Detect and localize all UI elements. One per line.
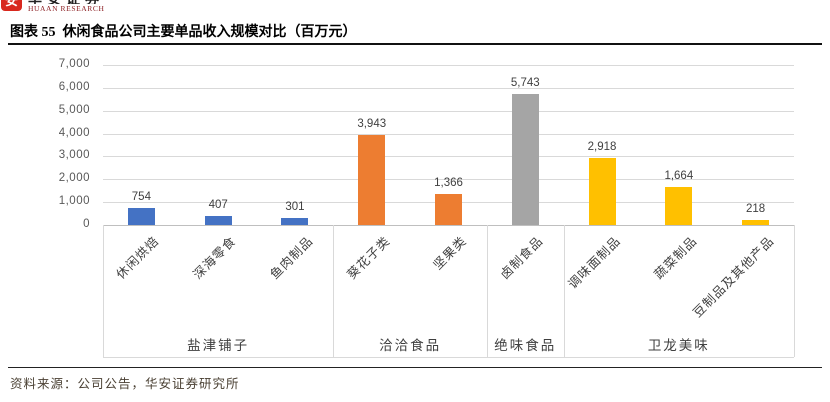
gridline-7000 — [103, 65, 794, 66]
category-label-坚果类: 坚果类 — [430, 233, 470, 273]
category-label-葵花子类: 葵花子类 — [344, 233, 393, 282]
group-label-卫龙美味: 卫龙美味 — [647, 338, 710, 353]
source-note: 资料来源：公司公告，华安证券研究所 — [10, 377, 240, 391]
gridline-6000 — [103, 87, 794, 89]
group-label-盐津铺子: 盐津铺子 — [187, 338, 250, 353]
value-label-豆制品及其他产品: 218 — [746, 203, 766, 215]
y-axis-tick-5000: 5,000 — [58, 103, 90, 116]
y-axis-tick-0: 0 — [83, 218, 90, 230]
x-axis-line — [103, 225, 794, 226]
bar-坚果类 — [435, 194, 462, 225]
category-label-卤制食品: 卤制食品 — [497, 233, 547, 282]
value-label-蔬菜制品: 1,664 — [664, 170, 694, 182]
bar-休闲烘焙 — [127, 208, 155, 225]
y-axis-tick-6000: 6,000 — [58, 80, 90, 93]
figure-number-label: 图表 55 — [10, 25, 56, 40]
label-area-right-border — [794, 225, 795, 357]
value-label-卤制食品: 5,743 — [510, 77, 540, 89]
bar-葵花子类 — [358, 135, 386, 225]
gridline-2000 — [103, 179, 794, 181]
label-area-left-border — [103, 225, 104, 357]
gridline-3000 — [103, 156, 794, 158]
group-label-绝味食品: 绝味食品 — [494, 338, 557, 353]
bar-蔬菜制品 — [665, 187, 693, 225]
huaan-logo-seal-glyph: 安 — [4, 0, 18, 8]
group-label-洽洽食品: 洽洽食品 — [379, 338, 442, 353]
value-label-葵花子类: 3,943 — [357, 118, 387, 130]
figure-title: 图表 55 休闲食品公司主要单品收入规模对比（百万元） — [10, 21, 357, 41]
title-divider — [8, 43, 822, 45]
group-divider-2 — [486, 225, 488, 357]
huaan-logo-cn-wordmark: 华安证券 — [28, 0, 118, 4]
y-axis-tick-2000: 2,000 — [58, 172, 90, 185]
gridline-5000 — [103, 110, 794, 112]
category-label-休闲烘焙: 休闲烘焙 — [114, 233, 163, 282]
y-axis-tick-4000: 4,000 — [58, 126, 90, 139]
category-label-深海零食: 深海零食 — [190, 233, 239, 282]
value-label-调味面制品: 2,918 — [587, 141, 617, 153]
bar-卤制食品 — [511, 94, 539, 225]
gridline-4000 — [103, 133, 794, 135]
category-label-豆制品及其他产品: 豆制品及其他产品 — [690, 233, 777, 321]
y-axis-tick-7000: 7,000 — [58, 58, 90, 70]
group-divider-1 — [333, 225, 335, 357]
value-label-鱼肉制品: 301 — [285, 201, 305, 213]
category-label-鱼肉制品: 鱼肉制品 — [267, 233, 316, 282]
huaan-logo-cn-text: 华安证券 — [28, 0, 104, 4]
category-label-蔬菜制品: 蔬菜制品 — [651, 233, 700, 282]
y-axis-tick-3000: 3,000 — [58, 149, 90, 162]
value-label-坚果类: 1,366 — [434, 177, 463, 189]
huaan-logo-icon: 安 — [1, 0, 22, 11]
bar-鱼肉制品 — [281, 218, 309, 225]
label-area-bottom-border — [103, 357, 794, 358]
bar-调味面制品 — [588, 158, 616, 225]
value-label-深海零食: 407 — [208, 199, 228, 211]
y-axis-tick-1000: 1,000 — [58, 195, 90, 208]
bar-豆制品及其他产品 — [742, 220, 770, 225]
source-divider — [8, 367, 822, 368]
category-label-调味面制品: 调味面制品 — [565, 233, 623, 292]
huaan-logo-en-text: HUAAN RESEARCH — [28, 4, 105, 13]
group-divider-3 — [563, 225, 565, 357]
figure-title-text: 休闲食品公司主要单品收入规模对比（百万元） — [62, 25, 357, 40]
bar-深海零食 — [204, 216, 232, 225]
value-label-休闲烘焙: 754 — [131, 191, 151, 203]
